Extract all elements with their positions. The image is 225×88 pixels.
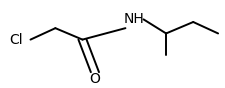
Text: Cl: Cl [9, 33, 22, 47]
Text: O: O [89, 72, 100, 86]
Text: NH: NH [124, 12, 144, 26]
